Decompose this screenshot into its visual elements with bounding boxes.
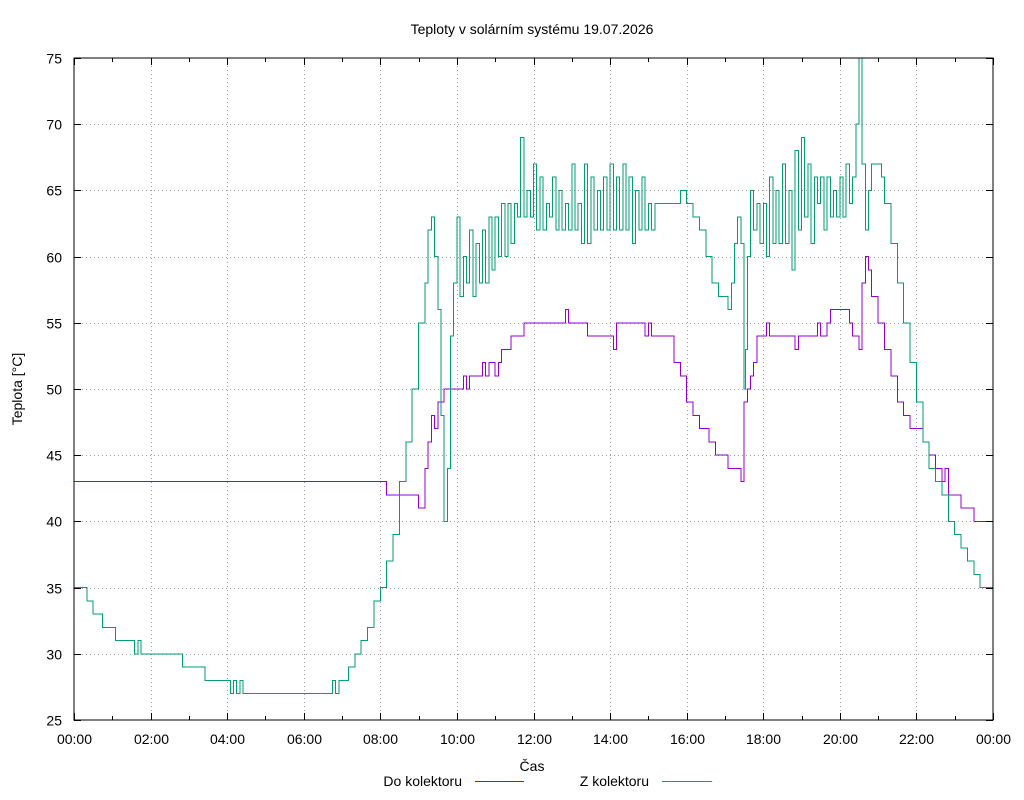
series-layer [74, 57, 993, 694]
plot-frame [73, 57, 994, 721]
series-line-do-kolektoru [74, 256, 993, 522]
x-tick-label: 10:00 [440, 731, 475, 747]
y-tick-label: 55 [46, 316, 62, 332]
legend-label: Do kolektoru [383, 773, 462, 789]
x-tick-label: 00:00 [57, 731, 92, 747]
x-tick-label: 18:00 [746, 731, 781, 747]
x-tick-label: 08:00 [363, 731, 398, 747]
axis-ticks: 25 30 35 40 45 50 55 60 65 70 75 00:00 02:00 04:00 06:… [46, 51, 1011, 748]
y-tick-label: 70 [46, 117, 62, 133]
y-tick-label: 35 [46, 581, 62, 597]
x-tick-label: 04:00 [210, 731, 245, 747]
y-tick-label: 75 [46, 51, 62, 67]
y-tick-label: 60 [46, 250, 62, 266]
chart-title: Teploty v solárním systému 19.07.2026 [411, 21, 654, 37]
x-tick-label: 14:00 [593, 731, 628, 747]
legend-label: Z kolektoru [580, 773, 649, 789]
x-axis-label: Čas [520, 758, 545, 774]
x-tick-label: 20:00 [823, 731, 858, 747]
y-tick-label: 65 [46, 183, 62, 199]
y-tick-label: 50 [46, 382, 62, 398]
x-tick-label: 06:00 [287, 731, 322, 747]
y-tick-label: 25 [46, 713, 62, 729]
series-line-z-kolektoru [74, 57, 993, 694]
legend: Do kolektoru Z kolektoru [383, 773, 712, 789]
x-tick-label: 22:00 [899, 731, 934, 747]
x-tick-label: 16:00 [670, 731, 705, 747]
x-tick-label: 00:00 [976, 731, 1011, 747]
y-tick-label: 40 [46, 514, 62, 530]
y-axis-label: Teplota [°C] [9, 353, 25, 426]
x-tick-label: 12:00 [517, 731, 552, 747]
y-tick-label: 30 [46, 647, 62, 663]
y-tick-label: 45 [46, 448, 62, 464]
grid [74, 58, 993, 720]
x-tick-label: 02:00 [134, 731, 169, 747]
